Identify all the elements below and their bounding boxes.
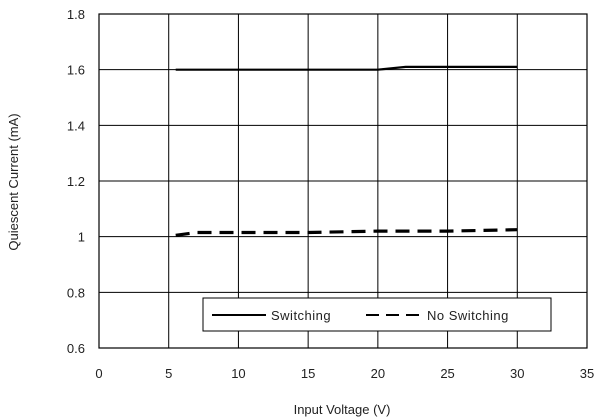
x-tick-label: 25 bbox=[440, 366, 454, 381]
y-tick-label: 1.4 bbox=[67, 118, 85, 133]
x-tick-label: 0 bbox=[95, 366, 102, 381]
x-tick-label: 5 bbox=[165, 366, 172, 381]
y-tick-label: 0.8 bbox=[67, 285, 85, 300]
y-tick-label: 1.2 bbox=[67, 174, 85, 189]
x-tick-label: 30 bbox=[510, 366, 524, 381]
y-tick-labels: 0.6 0.8 1 1.2 1.4 1.6 1.8 bbox=[67, 7, 85, 356]
legend-label-no-switching: No Switching bbox=[427, 308, 509, 323]
x-tick-label: 15 bbox=[301, 366, 315, 381]
x-tick-label: 35 bbox=[580, 366, 594, 381]
legend-label-switching: Switching bbox=[271, 308, 331, 323]
legend: Switching No Switching bbox=[202, 297, 552, 332]
x-axis-title: Input Voltage (V) bbox=[294, 402, 391, 417]
y-tick-label: 0.6 bbox=[67, 341, 85, 356]
series-line-switching bbox=[175, 65, 518, 71]
plot-area-frame bbox=[98, 13, 588, 349]
y-tick-label: 1.8 bbox=[67, 7, 85, 22]
y-tick-label: 1.6 bbox=[67, 63, 85, 78]
series-lines bbox=[175, 65, 518, 237]
x-tick-label: 20 bbox=[371, 366, 385, 381]
y-axis-title: Quiescent Current (mA) bbox=[6, 113, 21, 250]
x-tick-label: 10 bbox=[231, 366, 245, 381]
series-line-no-switching bbox=[175, 228, 518, 237]
x-tick-labels: 0 5 10 15 20 25 30 35 bbox=[95, 366, 594, 381]
y-tick-label: 1 bbox=[78, 230, 85, 245]
